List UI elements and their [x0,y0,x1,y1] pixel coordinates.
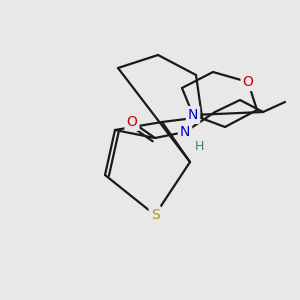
Text: H: H [194,140,204,152]
Text: O: O [243,75,254,89]
Text: N: N [180,125,190,139]
Text: O: O [127,115,137,129]
Text: N: N [188,108,198,122]
Text: S: S [151,208,159,222]
